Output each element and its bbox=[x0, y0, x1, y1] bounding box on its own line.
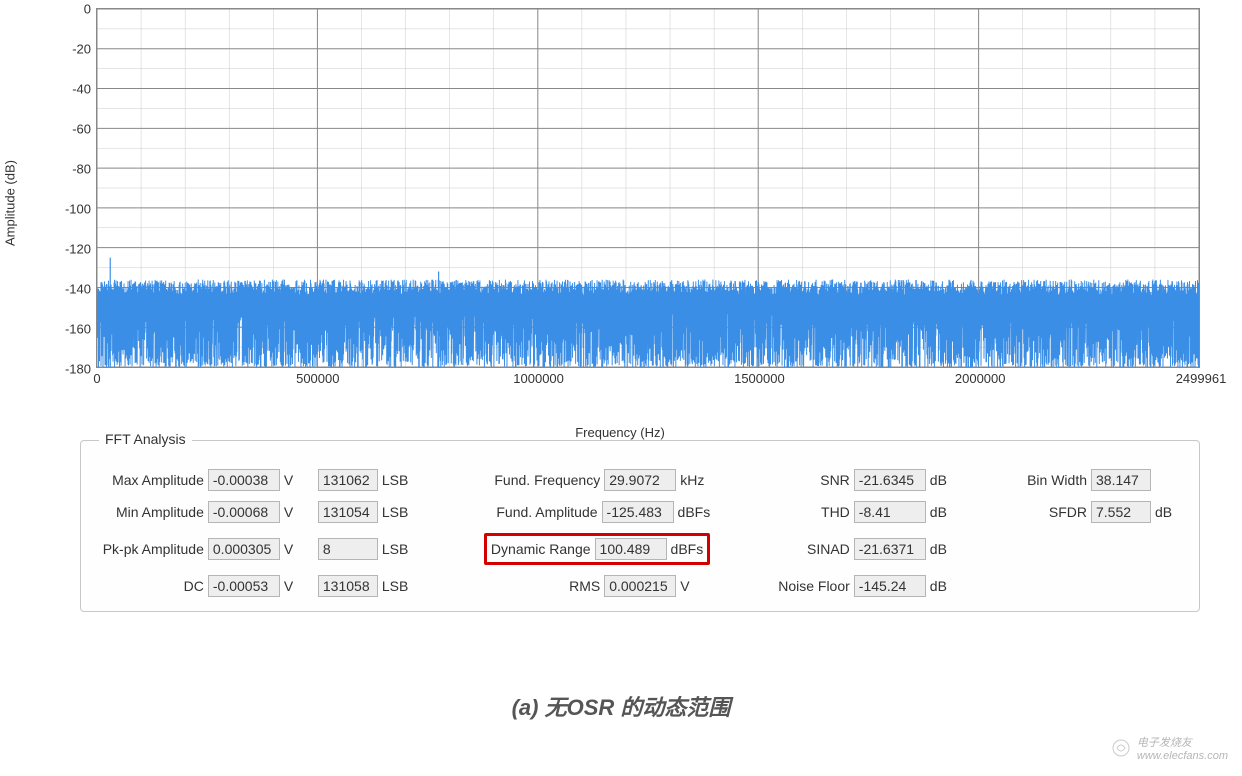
label-thd: THD bbox=[821, 504, 850, 520]
xtick-label: 500000 bbox=[296, 367, 339, 386]
xtick-label: 1500000 bbox=[734, 367, 785, 386]
field-snr: SNR -21.6345 dB bbox=[728, 469, 960, 491]
value-bin-width: 38.147 bbox=[1091, 469, 1151, 491]
field-rms: RMS 0.000215 V bbox=[430, 575, 710, 597]
xtick-label: 2000000 bbox=[955, 367, 1006, 386]
label-fund-frequency: Fund. Frequency bbox=[494, 472, 600, 488]
xtick-label: 2499961 bbox=[1176, 367, 1227, 386]
ytick-label: -40 bbox=[72, 82, 97, 97]
label-pkpk-amplitude: Pk-pk Amplitude bbox=[103, 541, 204, 557]
field-fund-amplitude: Fund. Amplitude -125.483 dBFs bbox=[430, 501, 710, 523]
value-max-amplitude-lsb: 131062 bbox=[318, 469, 378, 491]
value-pkpk-v: 0.000305 bbox=[208, 538, 280, 560]
label-min-amplitude: Min Amplitude bbox=[116, 504, 204, 520]
field-thd: THD -8.41 dB bbox=[728, 501, 960, 523]
ytick-label: -100 bbox=[65, 202, 97, 217]
value-max-amplitude-v: -0.00038 bbox=[208, 469, 280, 491]
spectrum-svg bbox=[97, 9, 1199, 367]
value-dc-v: -0.00053 bbox=[208, 575, 280, 597]
value-noise-floor: -145.24 bbox=[854, 575, 926, 597]
ytick-label: -120 bbox=[65, 242, 97, 257]
ytick-label: -180 bbox=[65, 362, 97, 377]
label-max-amplitude: Max Amplitude bbox=[112, 472, 204, 488]
ytick-label: -60 bbox=[72, 122, 97, 137]
value-min-amplitude-lsb: 131054 bbox=[318, 501, 378, 523]
label-rms: RMS bbox=[569, 578, 600, 594]
watermark-url: www.elecfans.com bbox=[1137, 750, 1228, 762]
value-fund-frequency: 29.9072 bbox=[604, 469, 676, 491]
y-axis-label: Amplitude (dB) bbox=[3, 160, 18, 246]
ytick-label: -140 bbox=[65, 282, 97, 297]
value-fund-amplitude: -125.483 bbox=[602, 501, 674, 523]
value-pkpk-lsb: 8 bbox=[318, 538, 378, 560]
label-bin-width: Bin Width bbox=[1027, 472, 1087, 488]
dynamic-range-highlight: Dynamic Range 100.489 dBFs bbox=[484, 533, 710, 565]
value-snr: -21.6345 bbox=[854, 469, 926, 491]
field-min-amplitude: Min Amplitude -0.00068 V 131054 LSB bbox=[95, 501, 412, 523]
x-axis-label: Frequency (Hz) bbox=[575, 425, 665, 440]
field-fund-frequency: Fund. Frequency 29.9072 kHz bbox=[430, 469, 710, 491]
field-bin-width: Bin Width 38.147 bbox=[978, 469, 1185, 491]
field-noise-floor: Noise Floor -145.24 dB bbox=[728, 575, 960, 597]
plot-area: 0-20-40-60-80-100-120-140-160-1800500000… bbox=[96, 8, 1200, 368]
value-sfdr: 7.552 bbox=[1091, 501, 1151, 523]
label-sfdr: SFDR bbox=[1049, 504, 1087, 520]
fft-spectrum-chart: Amplitude (dB) 0-20-40-60-80-100-120-140… bbox=[40, 8, 1200, 398]
value-dc-lsb: 131058 bbox=[318, 575, 378, 597]
label-snr: SNR bbox=[820, 472, 850, 488]
field-dc: DC -0.00053 V 131058 LSB bbox=[95, 575, 412, 597]
value-dynamic-range: 100.489 bbox=[595, 538, 667, 560]
ytick-label: 0 bbox=[84, 2, 97, 17]
figure-caption: (a) 无OSR 的动态范围 bbox=[0, 690, 1242, 722]
label-fund-amplitude: Fund. Amplitude bbox=[496, 504, 597, 520]
watermark-text: 电子发烧友 bbox=[1137, 737, 1192, 749]
value-thd: -8.41 bbox=[854, 501, 926, 523]
field-sfdr: SFDR 7.552 dB bbox=[978, 501, 1185, 523]
panel-title: FFT Analysis bbox=[99, 431, 192, 447]
ytick-label: -20 bbox=[72, 42, 97, 57]
unit-khz: kHz bbox=[680, 472, 710, 488]
label-dynamic-range: Dynamic Range bbox=[491, 541, 591, 557]
value-sinad: -21.6371 bbox=[854, 538, 926, 560]
value-rms: 0.000215 bbox=[604, 575, 676, 597]
field-pkpk-amplitude: Pk-pk Amplitude 0.000305 V 8 LSB bbox=[95, 533, 412, 565]
ytick-label: -160 bbox=[65, 322, 97, 337]
field-max-amplitude: Max Amplitude -0.00038 V 131062 LSB bbox=[95, 469, 412, 491]
watermark: 电子发烧友 www.elecfans.com bbox=[1111, 734, 1228, 762]
label-dc: DC bbox=[184, 578, 204, 594]
xtick-label: 1000000 bbox=[513, 367, 564, 386]
unit-lsb: LSB bbox=[382, 472, 412, 488]
label-sinad: SINAD bbox=[807, 541, 850, 557]
unit-db: dB bbox=[930, 472, 960, 488]
unit-v: V bbox=[284, 472, 314, 488]
field-dynamic-range: Dynamic Range 100.489 dBFs bbox=[430, 533, 710, 565]
label-noise-floor: Noise Floor bbox=[778, 578, 850, 594]
ytick-label: -80 bbox=[72, 162, 97, 177]
field-sinad: SINAD -21.6371 dB bbox=[728, 533, 960, 565]
value-min-amplitude-v: -0.00068 bbox=[208, 501, 280, 523]
fft-analysis-panel: FFT Analysis Max Amplitude -0.00038 V 13… bbox=[80, 440, 1200, 612]
xtick-label: 0 bbox=[93, 367, 100, 386]
watermark-icon bbox=[1111, 738, 1131, 758]
